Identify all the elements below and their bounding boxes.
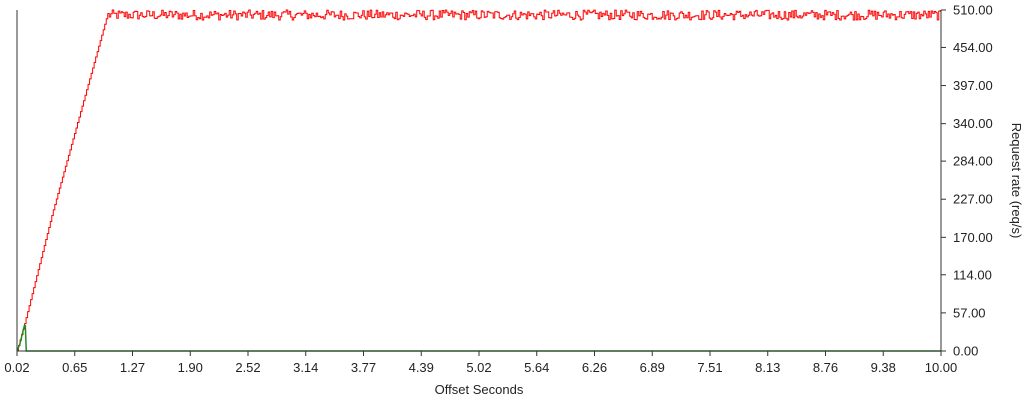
x-tick-label: 7.51 bbox=[697, 360, 722, 375]
x-tick-label: 9.38 bbox=[871, 360, 896, 375]
x-tick-label: 1.90 bbox=[178, 360, 203, 375]
axes: 0.02 0.65 1.27 1.90 2.52 3.14 3.77 4.39 5.02 5.64… bbox=[4, 3, 992, 376]
x-tick-label: 5.64 bbox=[524, 360, 549, 375]
x-tick-label: 5.02 bbox=[466, 360, 491, 375]
plot-area bbox=[16, 9, 941, 352]
y-tick-label: 57.00 bbox=[953, 305, 986, 320]
y-tick-label: 170.00 bbox=[953, 230, 993, 245]
x-tick-label: 1.27 bbox=[120, 360, 145, 375]
x-tick-label: 10.00 bbox=[925, 360, 958, 375]
y-tick-label: 340.00 bbox=[953, 116, 993, 131]
x-tick-label: 2.52 bbox=[235, 360, 260, 375]
y-tick-label: 510.00 bbox=[953, 3, 993, 18]
x-tick-label: 6.26 bbox=[582, 360, 607, 375]
x-tick-label: 0.65 bbox=[62, 360, 87, 375]
y-tick-label: 114.00 bbox=[953, 267, 992, 282]
x-tick-label: 4.39 bbox=[409, 360, 434, 375]
series-line-red bbox=[17, 9, 941, 352]
y-tick-label: 397.00 bbox=[953, 78, 993, 93]
y-tick-label: 454.00 bbox=[953, 40, 993, 55]
x-tick-label: 0.02 bbox=[4, 360, 29, 375]
series-line-green bbox=[16, 324, 941, 352]
x-tick-label: 8.76 bbox=[813, 360, 838, 375]
x-axis-title: Offset Seconds bbox=[435, 382, 524, 397]
x-tick-label: 6.89 bbox=[640, 360, 665, 375]
y-tick-label: 284.00 bbox=[953, 154, 993, 169]
y-tick-label: 227.00 bbox=[953, 192, 993, 207]
x-tick-label: 3.77 bbox=[351, 360, 376, 375]
x-tick-label: 8.13 bbox=[755, 360, 780, 375]
y-axis-title: Request rate (req/s) bbox=[1009, 123, 1024, 239]
y-tick-label: 0.00 bbox=[953, 344, 978, 359]
x-tick-label: 3.14 bbox=[293, 360, 318, 375]
